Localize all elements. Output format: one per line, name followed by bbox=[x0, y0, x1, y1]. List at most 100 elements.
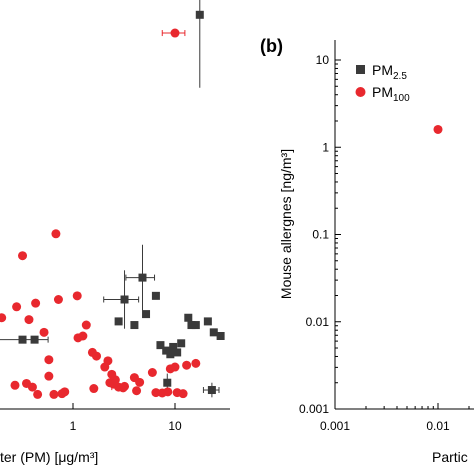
pm100-point bbox=[109, 379, 119, 389]
pm25-point bbox=[130, 321, 139, 330]
pm100-point bbox=[39, 327, 49, 337]
pm25-square bbox=[130, 321, 139, 330]
pm100-point bbox=[27, 382, 37, 392]
pm100-circle bbox=[53, 295, 63, 304]
pm25-point bbox=[151, 291, 160, 300]
pm100-point bbox=[89, 384, 99, 394]
pm100-point bbox=[178, 389, 188, 399]
pm100-circle bbox=[60, 387, 70, 397]
pm25-point bbox=[187, 321, 196, 330]
pm100-point bbox=[51, 229, 61, 239]
pm100-point bbox=[151, 388, 161, 398]
pm25-point bbox=[103, 270, 140, 329]
pm100-circle bbox=[39, 327, 49, 337]
pm25-square bbox=[203, 317, 212, 326]
pm100-point bbox=[33, 389, 43, 399]
pm25-square bbox=[120, 295, 129, 304]
pm25-square bbox=[173, 348, 182, 357]
pm100-circle bbox=[81, 320, 91, 330]
pm100-circle bbox=[120, 381, 130, 391]
pm100-circle bbox=[191, 358, 201, 368]
pm25-point bbox=[169, 342, 178, 351]
pm100-point bbox=[163, 387, 173, 397]
pm100-circle bbox=[0, 313, 7, 323]
panel-b-y-ticks: 0.001 0.01 0.1 1 10 bbox=[299, 53, 341, 416]
pm100-point bbox=[53, 295, 63, 304]
pm25-point bbox=[216, 332, 225, 340]
pm100-point bbox=[12, 302, 22, 312]
pm25-square bbox=[156, 341, 165, 350]
pm25-point bbox=[166, 350, 175, 359]
legend-label-pm25: PM2.5 bbox=[372, 62, 407, 82]
pm25-square bbox=[195, 10, 204, 19]
pm25-square bbox=[138, 273, 147, 282]
pm25-point bbox=[142, 310, 151, 319]
panel-a-x-ticks: 1 10 bbox=[70, 403, 182, 433]
pm100-point bbox=[132, 386, 142, 396]
pm25-square bbox=[216, 332, 225, 340]
pm100-circle bbox=[132, 386, 142, 396]
pm100-circle bbox=[51, 229, 61, 239]
panel-a-marks bbox=[0, 0, 225, 399]
pm100-point bbox=[10, 380, 20, 390]
pm25-square bbox=[207, 386, 216, 395]
pm100-circle bbox=[89, 384, 99, 394]
legend-marker-pm25 bbox=[356, 65, 365, 74]
pm25-square bbox=[18, 335, 27, 344]
pm25-square bbox=[30, 335, 39, 344]
pm100-point bbox=[18, 251, 28, 261]
pm100-point bbox=[92, 351, 102, 361]
pm100-point bbox=[161, 28, 186, 38]
pm25-point bbox=[177, 339, 186, 348]
panel-b-y-tick-label: 0.1 bbox=[312, 228, 329, 242]
pm100-circle bbox=[44, 355, 54, 365]
pm25-point bbox=[209, 328, 218, 337]
panel-b-chart: (b) 0.001 0.01 0.1 1 10 0.001 0.01 Mouse alle… bbox=[260, 36, 474, 465]
pm100-point bbox=[0, 313, 7, 323]
pm100-circle bbox=[129, 373, 139, 383]
panel-a-x-tick-label: 1 bbox=[70, 419, 77, 433]
pm100-point bbox=[100, 362, 110, 372]
panel-b-y-axis-title: Mouse allergnes [ng/m³] bbox=[278, 149, 294, 299]
pm100-point bbox=[182, 360, 192, 370]
pm25-square bbox=[166, 350, 175, 359]
pm25-point bbox=[162, 346, 171, 355]
panel-b-marks bbox=[433, 124, 443, 134]
pm100-circle bbox=[182, 360, 192, 370]
pm100-circle bbox=[72, 291, 82, 301]
pm100-circle bbox=[18, 251, 28, 261]
pm25-square bbox=[114, 317, 123, 326]
legend-marker-pm100 bbox=[355, 87, 366, 97]
panel-a-x-axis-title: ter (PM) [μg/m³] bbox=[0, 449, 98, 465]
pm100-point bbox=[44, 371, 54, 381]
pm100-point bbox=[49, 389, 59, 399]
pm25-square bbox=[184, 313, 193, 322]
legend-label-pm100: PM100 bbox=[372, 84, 410, 104]
pm100-circle bbox=[10, 380, 20, 390]
pm100-point bbox=[170, 362, 180, 372]
pm100-circle bbox=[12, 302, 22, 312]
pm100-circle bbox=[178, 389, 188, 399]
pm100-point bbox=[24, 315, 34, 325]
panel-b-y-tick-label: 0.001 bbox=[299, 402, 329, 416]
pm100-circle bbox=[151, 388, 161, 398]
pm100-circle bbox=[433, 124, 443, 134]
pm25-point bbox=[195, 0, 204, 88]
pm25-point bbox=[125, 244, 156, 311]
pm25-point bbox=[203, 317, 212, 326]
pm100-circle bbox=[33, 389, 43, 399]
pm100-circle bbox=[170, 28, 180, 38]
pm100-point bbox=[44, 355, 54, 365]
pm100-circle bbox=[31, 298, 41, 308]
pm100-circle bbox=[92, 351, 102, 361]
pm100-point bbox=[73, 333, 83, 343]
pm100-circle bbox=[170, 362, 180, 372]
pm100-point bbox=[81, 320, 91, 330]
pm25-point bbox=[173, 348, 182, 357]
panel-a-chart: 1 10 ter (PM) [μg/m³] bbox=[0, 0, 230, 465]
pm100-point bbox=[147, 368, 157, 377]
pm100-point bbox=[191, 358, 201, 368]
pm25-point bbox=[114, 317, 123, 326]
panel-b-x-tick-label: 0.01 bbox=[426, 419, 450, 433]
